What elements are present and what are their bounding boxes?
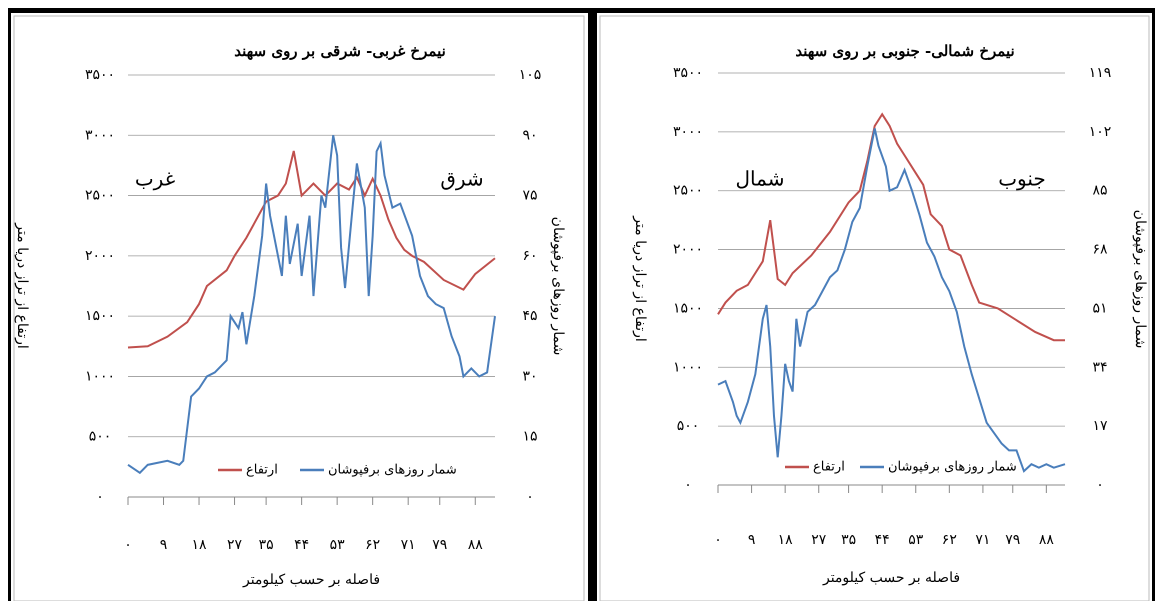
annotation: جنوب [998, 167, 1046, 191]
data-line [127, 135, 496, 475]
annotation: شرق [440, 167, 483, 191]
top-border [8, 8, 1155, 13]
y-tick-label: ۳۰۰۰ [85, 127, 115, 143]
x-tick-label: ۲۷ [227, 537, 243, 553]
y2-tick-label: ۵۱ [1092, 300, 1107, 316]
chart-frame [13, 15, 585, 601]
y-tick-label: ۱۰۰۰ [85, 368, 115, 384]
data-line [717, 128, 1066, 473]
y2-tick-label: ۶۸ [1092, 242, 1108, 258]
y2-axis-label: شمار روزهای برفپوشان [550, 217, 566, 356]
y2-tick-label: ۱۱۹ [1089, 65, 1112, 81]
y-axis-label: ارتفاع از تراز دریا متر [632, 215, 648, 342]
x-tick-label: ۵۳ [330, 537, 346, 553]
y-tick-label: ۰ [96, 489, 104, 505]
x-tick-label: ۵۳ [908, 532, 924, 548]
x-tick-label: ۳۵ [841, 532, 856, 548]
y2-tick-label: ۱۵ [522, 429, 537, 445]
y-tick-label: ۱۵۰۰ [673, 300, 703, 316]
annotation: غرب [135, 167, 175, 191]
data-line [127, 150, 496, 349]
y2-tick-label: ۴۵ [522, 308, 537, 324]
y-tick-label: ۲۰۰۰ [673, 242, 703, 258]
legend-label: ارتفاع [813, 460, 845, 475]
x-tick-label: ۹ [160, 537, 168, 553]
left-border [8, 8, 11, 601]
x-axis-label: فاصله بر حسب کیلومتر [242, 572, 380, 588]
y2-tick-label: ۷۵ [522, 188, 537, 204]
y2-axis-label: شمار روزهای برفپوشان [1132, 210, 1148, 349]
y-tick-label: ۲۵۰۰ [673, 183, 703, 199]
x-tick-label: ۸۸ [1039, 532, 1055, 548]
x-tick-label: ۷۱ [975, 532, 990, 548]
x-tick-label: ۶۲ [942, 532, 957, 548]
y-tick-label: ۵۰۰ [89, 429, 112, 445]
y-tick-label: ۳۵۰۰ [673, 65, 703, 81]
y2-tick-label: ۳۰ [522, 368, 537, 384]
y2-tick-label: ۱۰۲ [1089, 124, 1112, 140]
y2-tick-label: ۰ [1096, 477, 1104, 493]
x-tick-label: ۹ [748, 532, 756, 548]
y-tick-label: ۰ [684, 477, 692, 493]
y2-tick-label: ۰ [526, 489, 534, 505]
x-tick-label: ۱۸ [778, 532, 794, 548]
x-tick-label: ۰ [714, 532, 722, 548]
x-axis-label: فاصله بر حسب کیلومتر [822, 570, 960, 586]
legend-label: ارتفاع [246, 463, 278, 478]
y2-tick-label: ۹۰ [522, 127, 537, 143]
legend-label: شمار روزهای برفپوشان [888, 460, 1017, 475]
chart-title: نیمرخ غربی- شرقی بر روی سهند [234, 42, 446, 60]
y2-tick-label: ۶۰ [522, 248, 537, 264]
right-border [1152, 8, 1155, 601]
y-tick-label: ۵۰۰ [677, 418, 700, 434]
x-tick-label: ۷۱ [401, 537, 416, 553]
x-tick-label: ۶۲ [365, 537, 380, 553]
x-tick-label: ۴۴ [875, 532, 890, 548]
x-tick-label: ۲۷ [811, 532, 827, 548]
y2-tick-label: ۳۴ [1092, 359, 1107, 375]
y2-tick-label: ۱۷ [1092, 418, 1108, 434]
y-tick-label: ۳۰۰۰ [673, 124, 703, 140]
y-axis-label: ارتفاع از تراز دریا متر [14, 222, 30, 349]
x-tick-label: ۷۹ [432, 537, 447, 553]
y-tick-label: ۲۵۰۰ [85, 188, 115, 204]
x-tick-label: ۴۴ [294, 537, 309, 553]
x-tick-label: ۱۸ [192, 537, 208, 553]
x-tick-label: ۰ [124, 537, 132, 553]
y-tick-label: ۱۵۰۰ [85, 308, 115, 324]
chart-title: نیمرخ شمالی- جنوبی بر روی سهند [795, 42, 1014, 60]
annotation: شمال [736, 167, 785, 191]
y2-tick-label: ۸۵ [1092, 183, 1107, 199]
chart-frame [599, 15, 1150, 601]
x-tick-label: ۳۵ [259, 537, 274, 553]
y2-tick-label: ۱۰۵ [519, 67, 542, 83]
y-tick-label: ۲۰۰۰ [85, 248, 115, 264]
legend-label: شمار روزهای برفپوشان [328, 463, 457, 478]
data-line [717, 112, 1065, 342]
divider [588, 8, 597, 601]
x-tick-label: ۷۹ [1005, 532, 1020, 548]
y-tick-label: ۱۰۰۰ [673, 359, 703, 375]
y-tick-label: ۳۵۰۰ [85, 67, 115, 83]
x-tick-label: ۸۸ [468, 537, 484, 553]
